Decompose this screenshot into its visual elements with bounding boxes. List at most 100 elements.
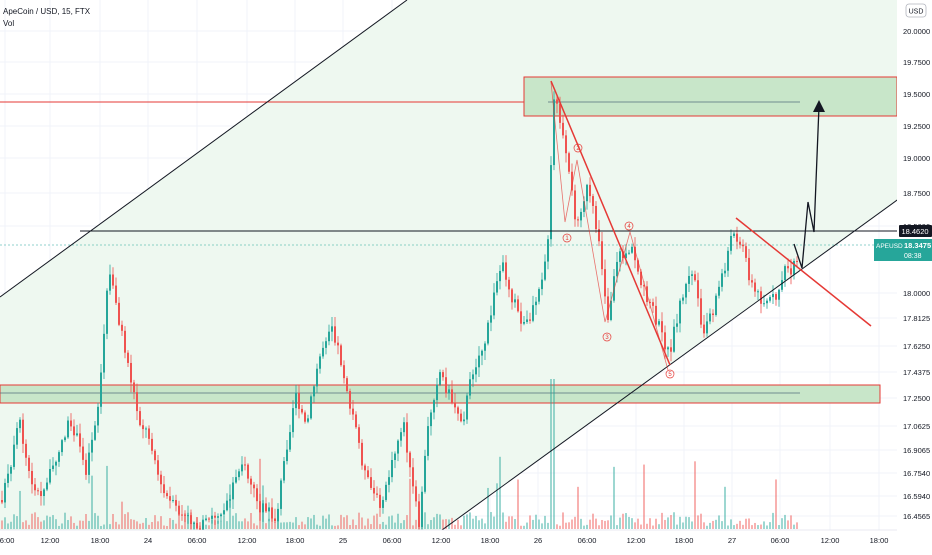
candle-body xyxy=(514,299,516,303)
volume-bar xyxy=(550,379,552,529)
descending-trendline-2[interactable] xyxy=(735,217,872,327)
candle-body xyxy=(340,345,342,366)
last-price-value: 18.3475 xyxy=(904,241,931,250)
descending-trendline-1[interactable] xyxy=(550,80,671,366)
candle-body xyxy=(778,289,780,300)
candle-body xyxy=(31,470,33,485)
wave-label: 1 xyxy=(565,236,569,242)
candle-body xyxy=(574,190,576,220)
candle-body xyxy=(628,252,630,254)
candle-body xyxy=(121,324,123,331)
volume-bar xyxy=(427,524,429,529)
volume-bar xyxy=(112,513,114,529)
candle-body xyxy=(520,311,522,324)
candle-body xyxy=(586,184,588,202)
demand-zone[interactable] xyxy=(0,384,881,404)
time-axis[interactable]: 06:00 12:00 18:00 24 06:00 12:00 18:00 25 06:00 1… xyxy=(0,529,932,550)
candle-body xyxy=(526,319,528,322)
volume-bar xyxy=(157,521,159,529)
channel-upper-line[interactable] xyxy=(0,0,408,298)
volume-bar xyxy=(625,513,627,529)
volume-bar xyxy=(637,518,639,529)
volume-bar xyxy=(394,522,396,529)
candle-body xyxy=(226,500,228,511)
volume-bar xyxy=(793,524,795,529)
candle-body xyxy=(334,326,336,343)
wave-label-circle xyxy=(562,233,572,243)
candle-body xyxy=(265,503,267,512)
volume-bar xyxy=(709,522,711,529)
volume-bar xyxy=(91,475,93,529)
volume-bar xyxy=(781,518,783,529)
volume-bar xyxy=(673,512,675,529)
candle-body xyxy=(592,196,594,206)
volume-bar xyxy=(763,521,765,529)
volume-bar xyxy=(409,478,411,529)
candle-body xyxy=(739,241,741,245)
volume-bars xyxy=(1,379,798,529)
volume-bar xyxy=(133,519,135,529)
channel-lower-line[interactable] xyxy=(441,198,900,530)
candle-body xyxy=(796,260,798,262)
volume-bar xyxy=(355,525,357,529)
candle-body xyxy=(787,266,789,269)
projection-path[interactable] xyxy=(793,105,820,269)
volume-bar xyxy=(403,520,405,529)
volume-bar xyxy=(760,524,762,529)
time-tick-label: 25 xyxy=(339,536,347,545)
supply-zone[interactable] xyxy=(523,76,897,117)
candle-body xyxy=(76,433,78,436)
volume-bar xyxy=(349,525,351,529)
volume-bar xyxy=(481,518,483,529)
candle-body xyxy=(412,467,414,487)
volume-label[interactable]: Vol xyxy=(3,19,14,28)
volume-bar xyxy=(94,513,96,529)
volume-bar xyxy=(217,520,219,529)
volume-bar xyxy=(100,525,102,529)
elliott-wave-path xyxy=(550,81,669,371)
candle-body xyxy=(235,477,237,483)
volume-bar xyxy=(535,514,537,529)
volume-bar xyxy=(301,521,303,529)
candle-body xyxy=(22,419,24,444)
candle-body xyxy=(82,446,84,460)
candle-body xyxy=(421,491,423,527)
candle-body xyxy=(241,464,243,472)
price-axis[interactable]: 20.0000 19.7500 19.5000 19.2500 19.0000 18.75… xyxy=(874,0,932,550)
volume-bar xyxy=(124,514,126,529)
volume-bar xyxy=(163,525,165,529)
time-tick-label: 18:00 xyxy=(91,536,110,545)
volume-bar xyxy=(16,516,18,529)
volume-bar xyxy=(796,522,798,529)
volume-bar xyxy=(322,515,324,529)
candle-body xyxy=(472,374,474,380)
time-tick-label: 18:00 xyxy=(286,536,305,545)
candle-body xyxy=(13,444,15,467)
symbol-title[interactable]: ApeCoin / USD, 15, FTX xyxy=(3,7,91,16)
candle-body xyxy=(559,103,561,123)
volume-bar xyxy=(601,519,603,529)
candle-body xyxy=(199,528,201,530)
volume-bar xyxy=(58,525,60,529)
currency-badge-box[interactable] xyxy=(905,3,927,18)
candle-body xyxy=(424,455,426,492)
candle-body xyxy=(112,274,114,286)
volume-bar xyxy=(451,517,453,529)
candle-body xyxy=(781,280,783,290)
volume-bar xyxy=(151,522,153,529)
candle-body xyxy=(397,440,399,454)
volume-bar xyxy=(475,515,477,529)
candle-body xyxy=(658,321,660,325)
candle-body xyxy=(577,219,579,221)
candle-body xyxy=(673,326,675,352)
candle-body xyxy=(283,461,285,481)
candle-body xyxy=(136,392,138,412)
candle-body xyxy=(394,453,396,461)
volume-bar xyxy=(514,519,516,529)
currency-badge[interactable]: USD xyxy=(909,9,924,16)
candle-body xyxy=(154,450,156,461)
last-price-symbol: APEUSD xyxy=(876,243,903,250)
volume-bar xyxy=(538,519,540,529)
candle-body xyxy=(190,515,192,525)
